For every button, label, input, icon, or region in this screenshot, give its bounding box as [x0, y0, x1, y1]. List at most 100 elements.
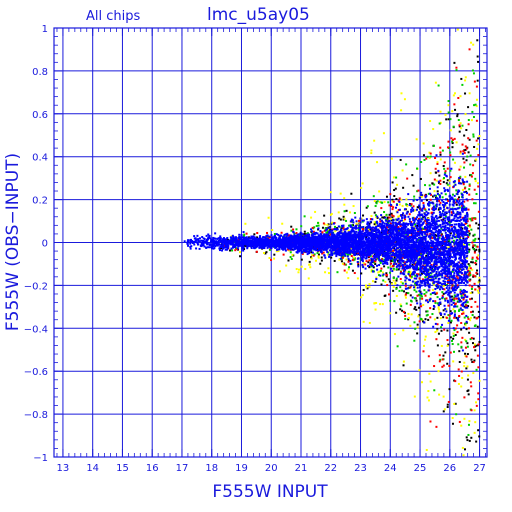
data-point: [410, 275, 413, 278]
data-point: [429, 420, 432, 423]
data-point: [352, 205, 355, 208]
data-point: [392, 206, 395, 209]
data-point: [407, 318, 410, 321]
data-point: [466, 220, 469, 223]
data-point: [367, 224, 370, 227]
data-point: [455, 223, 458, 226]
data-point: [277, 250, 280, 253]
data-point: [472, 202, 475, 205]
data-point: [250, 247, 253, 250]
data-point: [411, 273, 414, 276]
data-point: [329, 191, 332, 194]
data-point: [305, 250, 308, 253]
data-point: [457, 96, 460, 99]
data-point: [423, 158, 426, 161]
data-point: [453, 297, 456, 300]
data-point: [424, 258, 427, 261]
data-point: [392, 259, 395, 262]
data-point: [354, 225, 357, 228]
data-point: [386, 284, 389, 287]
data-point: [407, 235, 410, 238]
data-point: [435, 234, 438, 237]
data-point: [454, 207, 457, 210]
data-point: [452, 204, 455, 207]
data-point: [424, 318, 427, 321]
data-point: [461, 262, 464, 265]
data-point: [457, 317, 460, 320]
data-point: [396, 345, 399, 348]
data-point: [418, 206, 421, 209]
data-point: [362, 214, 365, 217]
data-point: [312, 230, 315, 233]
data-point: [427, 289, 430, 292]
data-point: [448, 200, 451, 203]
data-point: [464, 346, 467, 349]
data-point: [461, 179, 464, 182]
data-point: [392, 200, 395, 203]
data-point: [471, 342, 474, 345]
data-point: [377, 256, 380, 259]
data-point: [454, 201, 457, 204]
data-point: [440, 233, 443, 236]
data-point: [370, 268, 373, 271]
data-point: [351, 224, 354, 227]
data-point: [369, 218, 372, 221]
data-point: [375, 231, 378, 234]
data-point: [477, 392, 480, 395]
data-point: [392, 263, 395, 266]
data-point: [212, 243, 215, 246]
data-point: [440, 344, 443, 347]
data-point: [449, 129, 452, 132]
data-point: [403, 98, 406, 101]
data-point: [392, 289, 395, 292]
data-point: [459, 95, 462, 98]
data-point: [325, 231, 328, 234]
data-point: [442, 200, 445, 203]
data-point: [323, 254, 326, 257]
data-point: [427, 208, 430, 211]
data-point: [245, 245, 248, 248]
data-point: [337, 242, 340, 245]
data-point: [446, 183, 449, 186]
data-point: [471, 291, 474, 294]
data-point: [366, 248, 369, 251]
data-point: [456, 318, 459, 321]
data-point: [470, 311, 473, 314]
data-point: [365, 255, 368, 258]
data-point: [465, 192, 468, 195]
data-point: [444, 226, 447, 229]
data-point: [415, 268, 418, 271]
data-point: [418, 314, 421, 317]
data-point: [462, 243, 465, 246]
data-point: [468, 270, 471, 273]
data-point: [454, 246, 457, 249]
data-point: [382, 245, 385, 248]
data-point: [374, 205, 377, 208]
data-point: [424, 184, 427, 187]
data-point: [391, 214, 394, 217]
data-point: [451, 142, 454, 145]
data-point: [460, 345, 463, 348]
data-point: [242, 249, 245, 252]
data-point: [404, 293, 407, 296]
data-point: [418, 212, 421, 215]
data-point: [462, 183, 465, 186]
data-point: [369, 262, 372, 265]
data-point: [399, 303, 402, 306]
data-point: [456, 277, 459, 280]
data-point: [464, 216, 467, 219]
data-point: [343, 228, 346, 231]
data-point: [295, 268, 298, 271]
data-point: [346, 249, 349, 252]
data-point: [439, 121, 442, 124]
data-point: [402, 329, 405, 332]
data-point: [431, 182, 434, 185]
data-point: [475, 271, 478, 274]
data-point: [452, 360, 455, 363]
data-point: [382, 231, 385, 234]
data-point: [444, 170, 447, 173]
data-point: [393, 195, 396, 198]
data-point: [469, 174, 472, 177]
data-point: [449, 279, 452, 282]
data-point: [359, 221, 362, 224]
